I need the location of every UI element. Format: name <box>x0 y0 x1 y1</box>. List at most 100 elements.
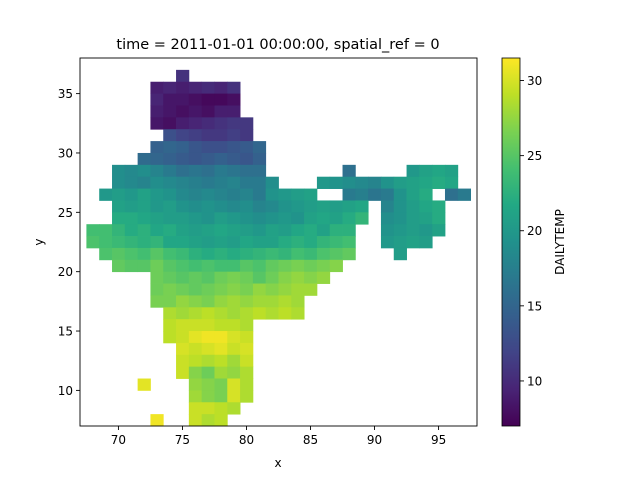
y-tick-label: 15 <box>58 325 73 339</box>
heatmap-cell <box>188 141 203 154</box>
heatmap-cell <box>201 307 215 320</box>
chart-title: time = 2011-01-01 00:00:00, spatial_ref … <box>116 37 439 53</box>
heatmap-cell <box>201 259 215 273</box>
heatmap-cell <box>188 200 203 213</box>
heatmap-cell <box>240 176 254 189</box>
heatmap-cell <box>163 176 177 189</box>
heatmap-cell <box>176 259 190 273</box>
heatmap-cell <box>278 247 292 261</box>
heatmap-cell <box>201 414 215 427</box>
heatmap-cell <box>201 331 215 344</box>
heatmap-cell <box>214 295 228 308</box>
heatmap-cell <box>214 164 228 178</box>
heatmap-cell <box>393 212 407 225</box>
heatmap-cell <box>150 93 164 106</box>
heatmap-cell <box>112 224 126 237</box>
heatmap-cell <box>278 224 292 237</box>
heatmap-cell <box>112 247 126 261</box>
heatmap-cell <box>176 271 190 284</box>
heatmap-cell <box>188 117 203 130</box>
heatmap-cell <box>214 81 228 95</box>
heatmap-cell <box>252 224 267 237</box>
heatmap-cell <box>201 236 215 249</box>
heatmap-cell <box>304 212 318 225</box>
heatmap-cell <box>137 378 151 391</box>
heatmap-cell <box>278 283 292 296</box>
y-tick-label: 30 <box>58 146 73 160</box>
heatmap-cell <box>342 212 356 225</box>
heatmap-cell <box>278 236 292 249</box>
heatmap-cell <box>252 212 267 225</box>
heatmap-cell <box>163 188 177 201</box>
heatmap-cell <box>163 105 177 118</box>
heatmap-cell <box>419 188 433 201</box>
heatmap-cell <box>150 164 164 178</box>
heatmap-cell <box>227 283 241 296</box>
heatmap-cell <box>329 247 343 261</box>
heatmap-cell <box>432 224 446 237</box>
y-tick-label: 10 <box>58 384 73 398</box>
heatmap-cell <box>240 129 254 142</box>
heatmap-cell <box>316 236 331 249</box>
heatmap-cell <box>240 307 254 320</box>
heatmap-cell <box>188 295 203 308</box>
heatmap-cell <box>176 331 190 344</box>
colorbar-tick-label: 15 <box>527 299 542 313</box>
heatmap-cell <box>240 366 254 379</box>
heatmap-cell <box>291 271 305 284</box>
heatmap-cell <box>252 164 267 178</box>
heatmap-cell <box>252 176 267 189</box>
heatmap-cell <box>150 247 164 261</box>
heatmap-cell <box>201 93 215 106</box>
heatmap-cell <box>163 141 177 154</box>
heatmap-cell <box>304 271 318 284</box>
heatmap-cell <box>124 200 139 213</box>
heatmap-cell <box>176 129 190 142</box>
heatmap-cell <box>201 342 215 356</box>
heatmap-cell <box>188 259 203 273</box>
heatmap-cell <box>163 319 177 332</box>
heatmap-cell <box>240 200 254 213</box>
heatmap-cell <box>214 354 228 368</box>
heatmap-cell <box>304 259 318 273</box>
heatmap-cell <box>214 390 228 403</box>
colorbar-tick-label: 25 <box>527 149 542 163</box>
heatmap-cell <box>163 247 177 261</box>
heatmap-cell <box>304 247 318 261</box>
heatmap-cell <box>380 188 395 201</box>
heatmap-cell <box>227 295 241 308</box>
heatmap-cell <box>150 236 164 249</box>
heatmap-cell <box>150 259 164 273</box>
heatmap-cell <box>342 200 356 213</box>
heatmap-cell <box>432 164 446 178</box>
heatmap-cell <box>99 247 113 261</box>
heatmap-cell <box>265 236 279 249</box>
heatmap-cell <box>304 283 318 296</box>
heatmap-cell <box>304 224 318 237</box>
heatmap-cell <box>163 164 177 178</box>
heatmap-cell <box>188 331 203 344</box>
heatmap-cell <box>265 176 279 189</box>
heatmap-cell <box>214 117 228 130</box>
heatmap-cell <box>355 176 369 189</box>
heatmap-cell <box>201 200 215 213</box>
heatmap-cell <box>380 176 395 189</box>
y-tick-label: 20 <box>58 265 73 279</box>
heatmap-cell <box>163 200 177 213</box>
x-axis-ticks: 70 75 80 85 90 95 <box>111 426 446 447</box>
heatmap-cell <box>265 200 279 213</box>
heatmap-cell <box>291 283 305 296</box>
heatmap-cell <box>188 212 203 225</box>
heatmap-cell <box>342 247 356 261</box>
heatmap-cell <box>188 366 203 379</box>
heatmap-cell <box>227 93 241 106</box>
heatmap-cell <box>150 200 164 213</box>
heatmap-cell <box>444 176 459 189</box>
heatmap-cell <box>227 188 241 201</box>
heatmap-cell <box>355 200 369 213</box>
heatmap-cell <box>240 319 254 332</box>
heatmap-cell <box>278 212 292 225</box>
heatmap-cell <box>316 224 331 237</box>
heatmap-cell <box>265 224 279 237</box>
heatmap-cell <box>252 188 267 201</box>
